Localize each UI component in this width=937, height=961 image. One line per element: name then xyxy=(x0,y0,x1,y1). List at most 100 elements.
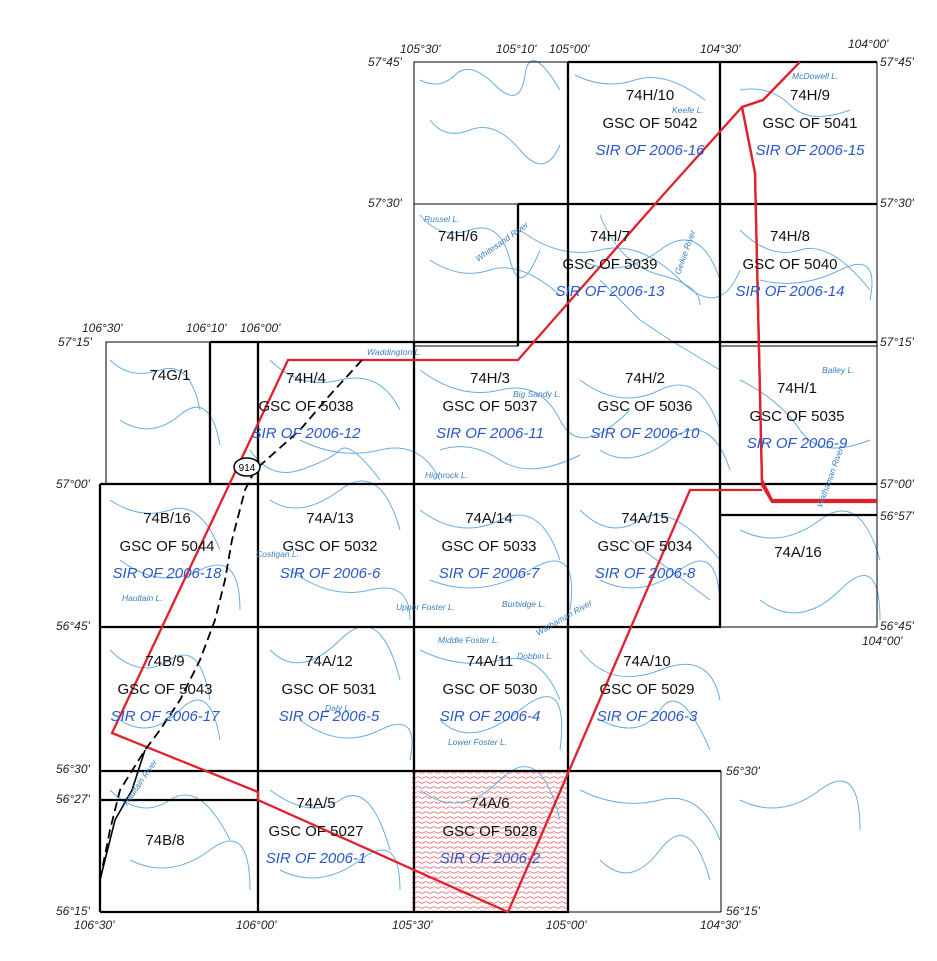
tile-sir: SIR OF 2006-14 xyxy=(736,283,845,300)
tile-gsc: GSC OF 5038 xyxy=(258,398,353,415)
coord-label: 105°30' xyxy=(392,918,433,932)
feature-label: Daly L. xyxy=(325,703,351,713)
tile-sir: SIR OF 2006-17 xyxy=(111,708,221,725)
tile-id: 74H/1 xyxy=(777,380,817,397)
coord-label: 56°45' xyxy=(56,619,90,633)
coord-label: 105°00' xyxy=(546,918,587,932)
coord-label: 56°45' xyxy=(880,619,914,633)
tile-gsc: GSC OF 5031 xyxy=(281,681,376,698)
coord-label: 57°00' xyxy=(880,477,914,491)
project-boundary-main xyxy=(110,106,762,914)
tile-sir: SIR OF 2006-8 xyxy=(595,565,696,582)
tile-id: 74B/9 xyxy=(145,653,184,670)
coord-label: 104°30' xyxy=(700,918,741,932)
tile-id: 74B/8 xyxy=(145,832,184,849)
tile-gsc: GSC OF 5030 xyxy=(442,681,537,698)
tile-gsc: GSC OF 5039 xyxy=(562,256,657,273)
tile-gsc: GSC OF 5035 xyxy=(749,408,844,425)
tile-id: 74A/13 xyxy=(306,510,354,527)
project-boundary-east xyxy=(740,61,877,504)
coord-label: 105°30' xyxy=(400,42,441,56)
feature-label: Whitesand River xyxy=(473,219,531,264)
feature-label: Keefe L. xyxy=(672,105,704,115)
water-features xyxy=(109,60,881,891)
feature-label: Burbidge L. xyxy=(502,599,545,609)
coord-label: 106°10' xyxy=(186,321,227,335)
feature-label: McDowell L. xyxy=(792,71,838,81)
tile-gsc: GSC OF 5043 xyxy=(117,681,212,698)
coord-label: 106°00' xyxy=(240,321,281,335)
hatched-area xyxy=(412,772,569,911)
coord-label: 56°30' xyxy=(56,762,90,776)
coord-label: 56°15' xyxy=(56,904,90,918)
tile-sir: SIR OF 2006-16 xyxy=(596,142,706,159)
tile-id: 74H/4 xyxy=(286,370,326,387)
coord-label: 104°00' xyxy=(862,634,903,648)
feature-label: Waddington L. xyxy=(367,347,422,357)
coord-label: 106°00' xyxy=(236,918,277,932)
tile-id: 74A/11 xyxy=(467,653,513,670)
tile-gsc: GSC OF 5041 xyxy=(762,115,857,132)
coord-label: 57°00' xyxy=(56,477,90,491)
grid-lines xyxy=(98,60,877,914)
tile-sir: SIR OF 2006-13 xyxy=(556,283,666,300)
tile-id: 74H/9 xyxy=(790,87,830,104)
tile-id: 74A/5 xyxy=(296,795,335,812)
feature-label: Russel L. xyxy=(424,214,459,224)
tile-sir: SIR OF 2006-5 xyxy=(279,708,380,725)
coord-label: 56°30' xyxy=(726,764,760,778)
tile-id: 74A/12 xyxy=(305,653,353,670)
tile-gsc: GSC OF 5040 xyxy=(742,256,837,273)
tile-sir: SIR OF 2006-3 xyxy=(597,708,698,725)
tile-sir: SIR OF 2006-2 xyxy=(440,850,541,867)
tile-sir: SIR OF 2006-15 xyxy=(756,142,866,159)
highway-914 xyxy=(99,359,363,881)
coord-label: 56°57' xyxy=(880,509,914,523)
tile-gsc: GSC OF 5032 xyxy=(282,538,377,555)
highway-shield-icon xyxy=(233,457,261,477)
tile-id: 74A/16 xyxy=(774,544,822,561)
coord-label: 56°27' xyxy=(56,792,90,806)
tile-sir: SIR OF 2006-11 xyxy=(436,425,544,442)
coord-label: 106°30' xyxy=(82,321,123,335)
coord-label: 57°15' xyxy=(58,335,92,349)
tile-id: 74A/14 xyxy=(465,510,513,527)
tile-id: 74H/8 xyxy=(770,228,810,245)
tile-sir: SIR OF 2006-18 xyxy=(113,565,223,582)
feature-label: Geikie River xyxy=(672,228,698,276)
tile-sir: SIR OF 2006-6 xyxy=(280,565,381,582)
tile-id: 74A/6 xyxy=(470,795,509,812)
tile-sir: SIR OF 2006-10 xyxy=(591,425,701,442)
feature-label: Costigan L. xyxy=(256,549,299,559)
tile-id: 74A/15 xyxy=(621,510,669,527)
haultain-river-road xyxy=(99,749,146,881)
coord-label: 57°45' xyxy=(880,55,914,69)
coord-label: 104°00' xyxy=(848,37,889,51)
coordinate-labels: 105°30' 105°10' 105°00' 104°30' 104°00' … xyxy=(56,37,914,932)
tile-sir: SIR OF 2006-4 xyxy=(440,708,541,725)
tile-sir: SIR OF 2006-9 xyxy=(747,435,848,452)
tile-gsc: GSC OF 5042 xyxy=(602,115,697,132)
tile-id: 74H/6 xyxy=(438,228,478,245)
tile-id: 74G/1 xyxy=(150,367,191,384)
tile-gsc: GSC OF 5034 xyxy=(597,538,692,555)
coord-label: 57°15' xyxy=(880,335,914,349)
coord-label: 57°30' xyxy=(368,196,402,210)
feature-label: Middle Foster L. xyxy=(438,635,499,645)
feature-label: Highrock L. xyxy=(425,470,468,480)
tile-id: 74H/10 xyxy=(626,87,674,104)
tile-gsc: GSC OF 5036 xyxy=(597,398,692,415)
highway-number: 914 xyxy=(239,463,256,474)
feature-label: Upper Foster L. xyxy=(396,602,455,612)
feature-label: Bailey L. xyxy=(822,365,855,375)
tile-id: 74H/2 xyxy=(625,370,665,387)
coord-label: 104°30' xyxy=(700,42,741,56)
coord-label: 57°45' xyxy=(368,55,402,69)
tile-labels: 74H/10 GSC OF 5042 SIR OF 2006-16 74H/9 GSC … xyxy=(111,87,866,867)
feature-label: Lower Foster L. xyxy=(448,737,507,747)
tile-id: 74H/7 xyxy=(590,228,630,245)
tile-gsc: GSC OF 5027 xyxy=(268,823,363,840)
tile-gsc: GSC OF 5037 xyxy=(442,398,537,415)
feature-label: Dobbin L. xyxy=(517,651,553,661)
